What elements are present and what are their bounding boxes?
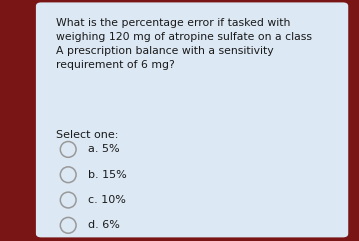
- Text: d. 6%: d. 6%: [88, 220, 120, 230]
- Text: b. 15%: b. 15%: [88, 170, 127, 180]
- Text: c. 10%: c. 10%: [88, 195, 126, 205]
- Text: What is the percentage error if tasked with
weighing 120 mg of atropine sulfate : What is the percentage error if tasked w…: [56, 18, 312, 70]
- Text: a. 5%: a. 5%: [88, 144, 120, 154]
- Text: Select one:: Select one:: [56, 130, 118, 140]
